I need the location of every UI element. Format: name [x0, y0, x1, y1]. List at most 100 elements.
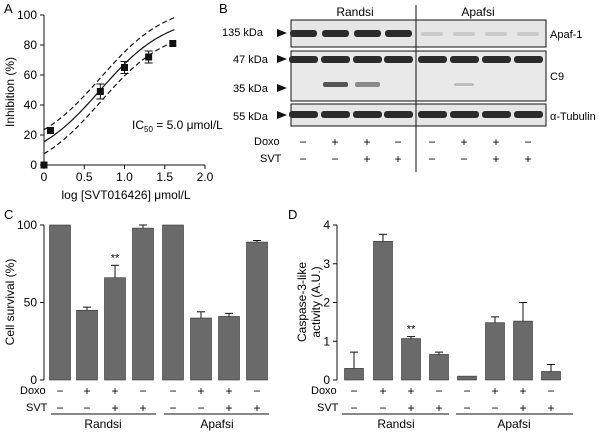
c9-band — [321, 56, 350, 63]
blot-svt-sign: − — [331, 152, 338, 166]
c9-band — [514, 56, 543, 63]
panel-d-ylabel-line2: activity (A.U.) — [309, 266, 323, 337]
blot-tubulin-bands — [289, 111, 543, 118]
panel-a-ytick-label: 100 — [17, 8, 37, 22]
blot-apaf1-bands — [290, 30, 539, 37]
panel-a-ytick-label: 80 — [24, 38, 38, 52]
panel-a-yticks: 0 20 40 60 80 100 — [17, 8, 44, 172]
panel-c-ylabel: Cell survival (%) — [3, 259, 17, 346]
panel-d-doxo-sign: − — [350, 384, 357, 398]
panel-c-doxo-sign: − — [253, 384, 260, 398]
mw-arrow-35 — [277, 84, 287, 92]
panel-a-xtick-label: 1.5 — [156, 170, 173, 184]
panel-c-bar — [76, 309, 98, 381]
panel-label-c: C — [4, 207, 13, 222]
protein-label-c9: C9 — [550, 71, 564, 83]
panel-d-doxo-sign: − — [435, 384, 442, 398]
panel-a-fit-curve — [43, 29, 175, 143]
panel-c-bar — [246, 241, 268, 381]
panel-d: D 0 1 2 3 4 ** Caspase-3-like activity (A.U.… — [288, 207, 573, 431]
panel-a-ytick-label: 60 — [24, 68, 38, 82]
panel-c-bar — [132, 227, 154, 381]
panel-label-d: D — [288, 207, 297, 222]
panel-d-svt-sign: + — [547, 401, 554, 415]
blot-doxo-sign: − — [428, 135, 435, 149]
tubulin-band — [482, 111, 511, 118]
c9-band — [353, 56, 382, 63]
panel-a-ytick-label: 20 — [24, 128, 38, 142]
panel-a-data-point — [145, 53, 153, 61]
apaf1-band — [290, 30, 317, 37]
panel-d-row-doxo: Doxo — [311, 385, 337, 397]
panel-d-doxo-sign: + — [379, 384, 386, 398]
panel-a-data-point — [96, 88, 104, 95]
panel-c-svt-sign: + — [139, 401, 146, 415]
panel-c-yticks: 0 50 100 — [17, 218, 44, 387]
mw-label-135: 135 kDa — [222, 27, 264, 39]
panel-d-svt-sign: − — [463, 401, 470, 415]
protein-label-tubulin: α-Tubulin — [550, 111, 596, 123]
panel-d-bar — [457, 375, 477, 381]
panel-d-row-svt: SVT — [317, 402, 339, 414]
panel-d-ylabel-line1: Caspase-3-like — [295, 262, 309, 342]
panel-d-ytick-label: 2 — [323, 296, 330, 310]
panel-c-svt-sign: + — [111, 401, 118, 415]
panel-d-sign-rows: − − + − + + − + − − + − + + − + — [350, 384, 554, 415]
panel-a-ytick-label: 40 — [24, 98, 38, 112]
tubulin-band — [418, 111, 447, 118]
panel-c-bar — [218, 316, 240, 381]
apaf1-band-faint — [517, 32, 539, 36]
panel-a-xlabel: log [SVT016426] μmol/L — [62, 188, 191, 202]
panel-a-ic50: IC50 = 5.0 μmol/L — [132, 118, 223, 134]
panel-c-doxo-sign: + — [83, 384, 90, 398]
panel-c-sign-rows: − − + − + + − + − − + − + + − + — [56, 384, 260, 415]
panel-a-points — [40, 40, 177, 169]
c9-cleaved-band — [355, 82, 380, 87]
panel-c-svt-sign: + — [225, 401, 232, 415]
tubulin-band — [384, 111, 413, 118]
panel-a-axes — [43, 15, 205, 166]
c9-band — [289, 56, 318, 63]
panel-d-bar — [373, 240, 393, 381]
c9-cleaved-band-faint — [454, 83, 474, 86]
panel-c-significance: ** — [111, 252, 120, 264]
panel-d-bar — [344, 368, 364, 381]
tubulin-band — [353, 111, 382, 118]
panel-c-doxo-sign: − — [56, 384, 63, 398]
panel-a-ci-upper — [43, 17, 175, 131]
apaf1-band-faint — [453, 32, 475, 36]
panel-a-data-point — [169, 40, 177, 47]
panel-c-doxo-sign: + — [197, 384, 204, 398]
panel-d-ytick-label: 3 — [323, 257, 330, 271]
blot-group-apafsi: Apafsi — [461, 5, 494, 19]
panel-a-ytick-label: 0 — [30, 158, 37, 172]
panel-d-svt-sign: − — [350, 401, 357, 415]
panel-a-data-point — [46, 127, 54, 134]
blot-svt-sign: + — [394, 152, 401, 166]
blot-doxo-sign: + — [363, 135, 370, 149]
panel-c-ytick-label: 100 — [17, 218, 37, 232]
blot-doxo-sign: + — [460, 135, 467, 149]
c9-band — [482, 56, 511, 63]
blot-sign-rows: − − + − + + − + − − + − + + − + — [299, 135, 531, 166]
panel-label-a: A — [4, 1, 13, 16]
panel-c-doxo-sign: + — [111, 384, 118, 398]
panel-c-doxo-sign: − — [169, 384, 176, 398]
tubulin-band — [321, 111, 350, 118]
blot-svt-sign: − — [299, 152, 306, 166]
panel-a-data-point — [121, 64, 128, 71]
mw-label-55: 55 kDa — [233, 111, 269, 123]
panel-a-xtick-label: 0 — [41, 170, 48, 184]
panel-d-svt-sign: + — [519, 401, 526, 415]
panel-d-svt-sign: − — [491, 401, 498, 415]
panel-c-svt-sign: − — [169, 401, 176, 415]
panel-c-bar — [104, 277, 126, 381]
blot-svt-sign: + — [524, 152, 531, 166]
panel-d-ytick-label: 4 — [323, 218, 330, 232]
mw-arrow-55 — [277, 111, 287, 119]
panel-a-xtick-label: 0.5 — [76, 170, 93, 184]
mw-label-47: 47 kDa — [233, 54, 269, 66]
blot-tubulin: 55 kDa α-Tubulin — [233, 103, 596, 127]
panel-b: B Randsi Apafsi 135 kDa Apaf-1 47 kDa 35… — [219, 1, 596, 172]
